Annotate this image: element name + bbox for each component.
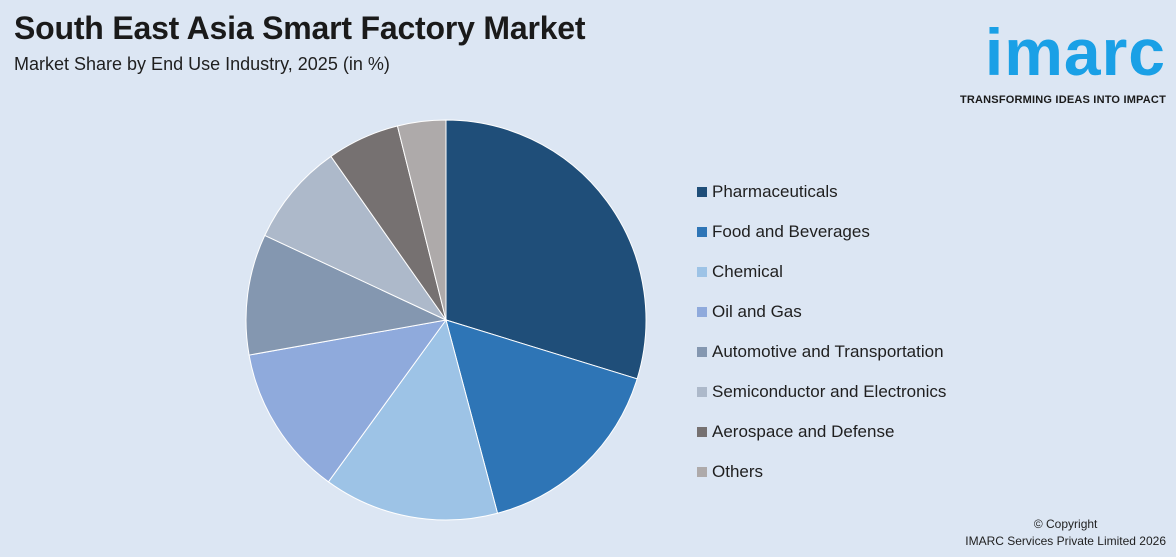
copyright-line-1: © Copyright (1033, 517, 1098, 531)
chart-subtitle: Market Share by End Use Industry, 2025 (… (14, 54, 390, 74)
chart-legend: Pharmaceuticals Food and Beverages Chemica… (697, 172, 946, 492)
legend-label: Pharmaceuticals (712, 182, 838, 201)
legend-swatch (697, 387, 707, 397)
logo-tagline: TRANSFORMING IDEAS INTO IMPACT (959, 94, 1166, 106)
legend-label: Oil and Gas (712, 302, 802, 321)
legend-label: Chemical (712, 262, 783, 281)
legend-item-pharmaceuticals: Pharmaceuticals (697, 172, 946, 212)
legend-item-oil-and-gas: Oil and Gas (697, 292, 946, 332)
legend-item-automotive-and-transportation: Automotive and Transportation (697, 332, 946, 372)
legend-item-food-and-beverages: Food and Beverages (697, 212, 946, 252)
legend-swatch (697, 227, 707, 237)
pie-chart (245, 119, 647, 521)
legend-label: Automotive and Transportation (712, 342, 944, 361)
legend-label: Others (712, 462, 764, 481)
pie-slice-others (396, 119, 447, 321)
legend-item-aerospace-and-defense: Aerospace and Defense (697, 412, 946, 452)
legend-item-chemical: Chemical (697, 252, 946, 292)
pie-slice-oil-and-gas (248, 319, 448, 483)
legend-label: Aerospace and Defense (712, 422, 895, 441)
legend-swatch (697, 307, 707, 317)
legend-label: Semiconductor and Electronics (712, 382, 947, 401)
legend-swatch (697, 187, 707, 197)
pie-slice-food-and-beverages (445, 319, 638, 514)
legend-item-semiconductor-and-electronics: Semiconductor and Electronics (697, 372, 946, 412)
legend-item-others: Others (697, 452, 946, 492)
logo-wordmark: imarc (984, 15, 1166, 89)
chart-title: South East Asia Smart Factory Market (14, 10, 586, 46)
pie-slice-automotive-and-transportation (245, 234, 448, 356)
legend-swatch (697, 267, 707, 277)
pie-slice-pharmaceuticals (445, 119, 647, 380)
pie-slice-semiconductor-and-electronics (264, 155, 448, 322)
legend-swatch (697, 427, 707, 437)
legend-swatch (697, 347, 707, 357)
copyright-line-2: IMARC Services Private Limited 2026 (965, 534, 1166, 548)
copyright-notice: © Copyright IMARC Services Private Limit… (965, 516, 1166, 550)
pie-slice-chemical (327, 318, 499, 521)
legend-swatch (697, 467, 707, 477)
imarc-logo: imarc TRANSFORMING IDEAS INTO IMPACT (944, 10, 1166, 110)
legend-label: Food and Beverages (712, 222, 870, 241)
